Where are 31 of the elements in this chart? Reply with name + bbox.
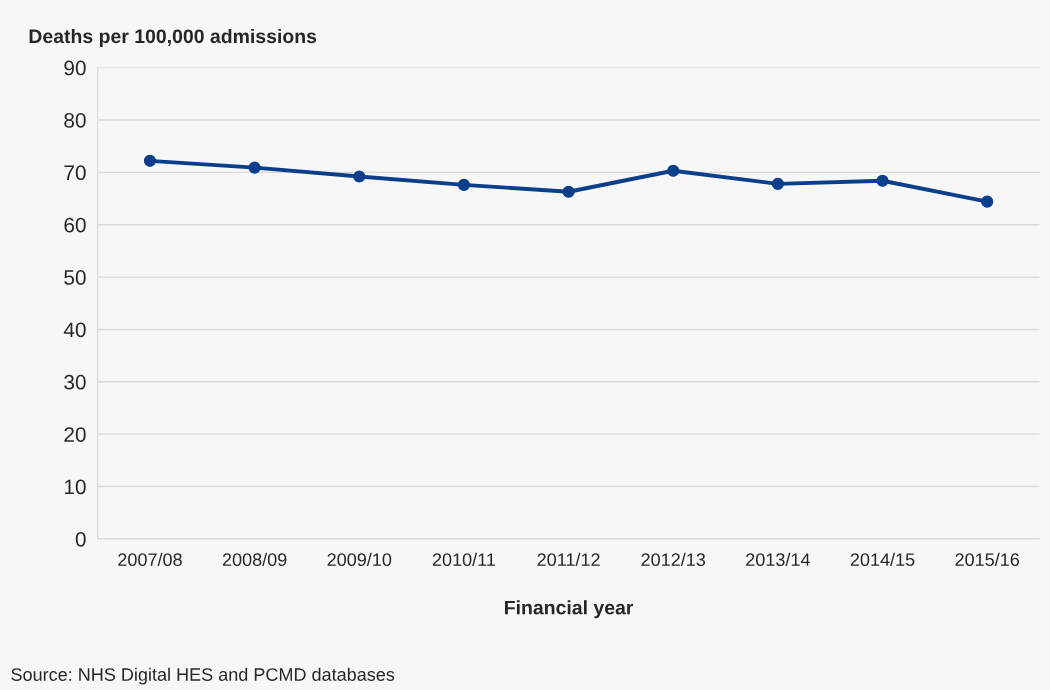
y-axis-title: Deaths per 100,000 admissions (29, 28, 317, 48)
x-tick-label: 2014/15 (850, 552, 915, 567)
point (353, 170, 366, 183)
y-tick-label: 70 (64, 165, 86, 181)
x-axis-title: Financial year (505, 600, 634, 619)
x-tick-label: 2010/11 (432, 552, 496, 567)
y-tick-label: 80 (64, 112, 86, 128)
point (771, 177, 784, 190)
y-tick-label: 20 (64, 427, 86, 442)
x-tick-label: 2012/13 (641, 552, 706, 567)
x-tick-label: 2015/16 (955, 552, 1020, 567)
point (667, 164, 680, 177)
y-tick-label: 90 (64, 60, 86, 76)
y-tick-label: 0 (75, 531, 86, 547)
point (981, 195, 994, 208)
x-tick-label: 2011/12 (537, 552, 600, 567)
x-tick-label: 2007/08 (118, 552, 182, 567)
y-tick-label: 50 (64, 270, 86, 285)
x-tick-label: 2009/10 (327, 552, 392, 567)
y-tick-label: 10 (64, 479, 86, 495)
point (876, 174, 889, 187)
y-tick-label: 40 (63, 322, 86, 338)
point (248, 161, 261, 174)
y-tick-label: 30 (64, 374, 86, 390)
point (457, 178, 470, 191)
point (143, 154, 157, 167)
source-note: Source: NHS Digital HES and PCMD databases (11, 667, 395, 685)
x-tick-label: 2008/09 (222, 552, 287, 567)
y-tick-label: 60 (64, 217, 86, 233)
point (562, 185, 575, 198)
x-tick-label: 2013/14 (746, 552, 810, 567)
